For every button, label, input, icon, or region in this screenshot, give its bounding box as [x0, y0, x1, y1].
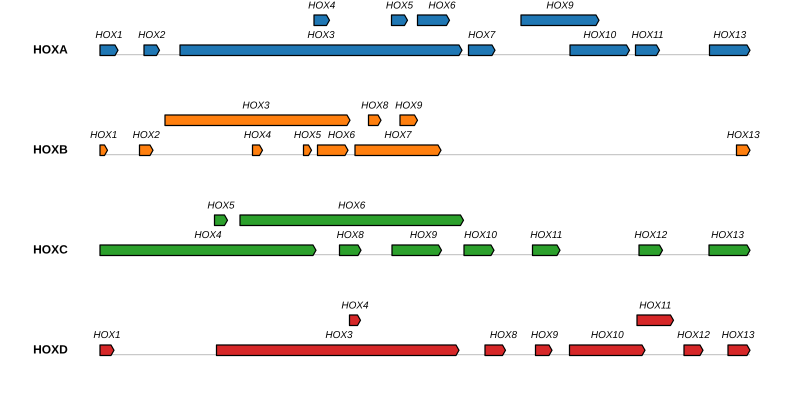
svg-text:HOXB: HOXB	[33, 143, 68, 157]
svg-text:HOX8: HOX8	[361, 101, 389, 112]
svg-text:HOX1: HOX1	[90, 130, 117, 141]
svg-text:HOXC: HOXC	[33, 243, 68, 257]
svg-text:HOX9: HOX9	[531, 330, 559, 341]
svg-text:HOX9: HOX9	[410, 230, 438, 241]
svg-text:HOX12: HOX12	[634, 230, 667, 241]
svg-text:HOX6: HOX6	[428, 1, 456, 12]
svg-text:HOX1: HOX1	[93, 330, 120, 341]
svg-text:HOX7: HOX7	[468, 30, 496, 41]
svg-text:HOX8: HOX8	[490, 330, 518, 341]
svg-text:HOX3: HOX3	[325, 330, 353, 341]
svg-text:HOX1: HOX1	[95, 30, 122, 41]
svg-text:HOX2: HOX2	[133, 130, 161, 141]
svg-text:HOX13: HOX13	[711, 230, 744, 241]
svg-text:HOX8: HOX8	[337, 230, 365, 241]
svg-text:HOX5: HOX5	[207, 201, 235, 212]
svg-text:HOX11: HOX11	[530, 230, 562, 241]
svg-text:HOX2: HOX2	[138, 30, 166, 41]
svg-text:HOXA: HOXA	[33, 43, 68, 57]
svg-text:HOX5: HOX5	[294, 130, 322, 141]
svg-text:HOX6: HOX6	[338, 201, 366, 212]
svg-text:HOXD: HOXD	[33, 343, 68, 357]
svg-text:HOX11: HOX11	[631, 30, 663, 41]
svg-text:HOX3: HOX3	[242, 101, 270, 112]
svg-text:HOX4: HOX4	[194, 230, 222, 241]
svg-text:HOX4: HOX4	[244, 130, 272, 141]
svg-text:HOX10: HOX10	[591, 330, 624, 341]
svg-text:HOX13: HOX13	[727, 130, 760, 141]
svg-text:HOX13: HOX13	[722, 330, 755, 341]
svg-text:HOX13: HOX13	[713, 30, 746, 41]
svg-text:HOX10: HOX10	[583, 30, 616, 41]
svg-text:HOX9: HOX9	[395, 101, 423, 112]
svg-text:HOX4: HOX4	[341, 301, 369, 312]
svg-text:HOX3: HOX3	[307, 30, 335, 41]
svg-text:HOX9: HOX9	[546, 1, 574, 12]
svg-text:HOX12: HOX12	[677, 330, 710, 341]
svg-text:HOX5: HOX5	[386, 1, 414, 12]
svg-text:HOX4: HOX4	[308, 1, 336, 12]
svg-text:HOX7: HOX7	[384, 130, 412, 141]
svg-text:HOX11: HOX11	[639, 301, 671, 312]
svg-text:HOX6: HOX6	[328, 130, 356, 141]
svg-text:HOX10: HOX10	[464, 230, 497, 241]
